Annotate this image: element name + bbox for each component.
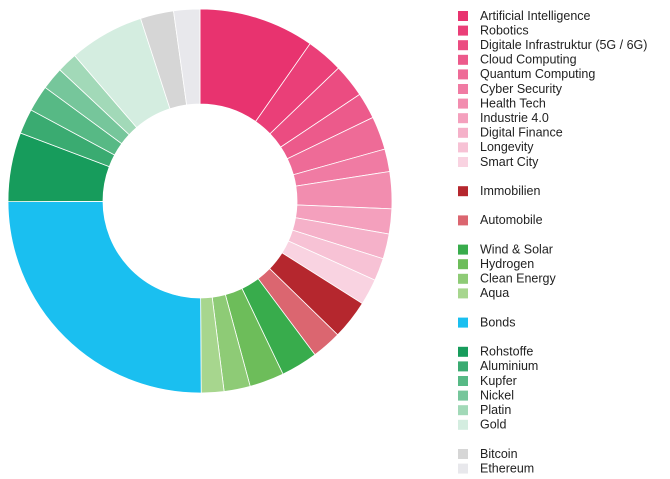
legend-swatch [458, 346, 468, 357]
legend-swatch [458, 405, 468, 416]
donut-segment [173, 8, 201, 106]
legend-swatch [458, 157, 468, 167]
legend-swatch [458, 84, 468, 94]
legend-swatch [458, 98, 468, 109]
legend-label: Immobilien [480, 184, 540, 198]
legend-swatch [458, 317, 468, 328]
legend-label: Smart City [480, 155, 539, 169]
legend-label: Cyber Security [480, 82, 563, 96]
legend-swatch [458, 69, 468, 80]
legend-label: Longevity [480, 140, 534, 154]
legend-label: Health Tech [480, 96, 546, 110]
legend-label: Robotics [480, 23, 529, 37]
legend-label: Platin [480, 403, 511, 417]
legend-swatch [458, 273, 468, 284]
legend-swatch [458, 11, 468, 21]
legend-label: Hydrogen [480, 257, 534, 271]
legend-swatch [458, 361, 468, 372]
legend-swatch [458, 25, 468, 36]
legend-label: Aluminium [480, 359, 538, 373]
legend-swatch [458, 463, 468, 474]
legend-label: Artificial Intelligence [480, 9, 591, 23]
legend-label: Kupfer [480, 374, 517, 388]
legend-swatch [458, 259, 468, 270]
legend-label: Aqua [480, 286, 509, 300]
legend-label: Quantum Computing [480, 67, 595, 81]
legend-swatch [458, 54, 468, 65]
legend-swatch [458, 142, 468, 153]
legend-label: Rohstoffe [480, 345, 533, 359]
legend-label: Digitale Infrastruktur (5G / 6G) [480, 38, 647, 52]
legend-label: Bonds [480, 315, 515, 329]
legend-label: Industrie 4.0 [480, 111, 549, 125]
legend-swatch [458, 449, 468, 459]
legend-swatch [458, 215, 468, 226]
legend-label: Cloud Computing [480, 53, 577, 67]
legend-label: Wind & Solar [480, 242, 553, 256]
legend-label: Bitcoin [480, 447, 518, 461]
donut-segment [7, 200, 202, 394]
legend-swatch [458, 390, 468, 401]
legend-label: Nickel [480, 388, 514, 402]
legend-swatch [458, 288, 468, 299]
legend-label: Automobile [480, 213, 543, 227]
legend-swatch [458, 419, 468, 430]
legend-swatch [458, 244, 468, 255]
legend-swatch [458, 376, 468, 386]
legend-swatch [458, 113, 468, 124]
legend-swatch [458, 127, 468, 138]
legend-swatch [458, 40, 468, 51]
legend-label: Gold [480, 418, 506, 432]
legend-label: Clean Energy [480, 272, 556, 286]
legend-label: Digital Finance [480, 126, 563, 140]
legend-label: Ethereum [480, 461, 534, 475]
legend-swatch [458, 186, 468, 197]
